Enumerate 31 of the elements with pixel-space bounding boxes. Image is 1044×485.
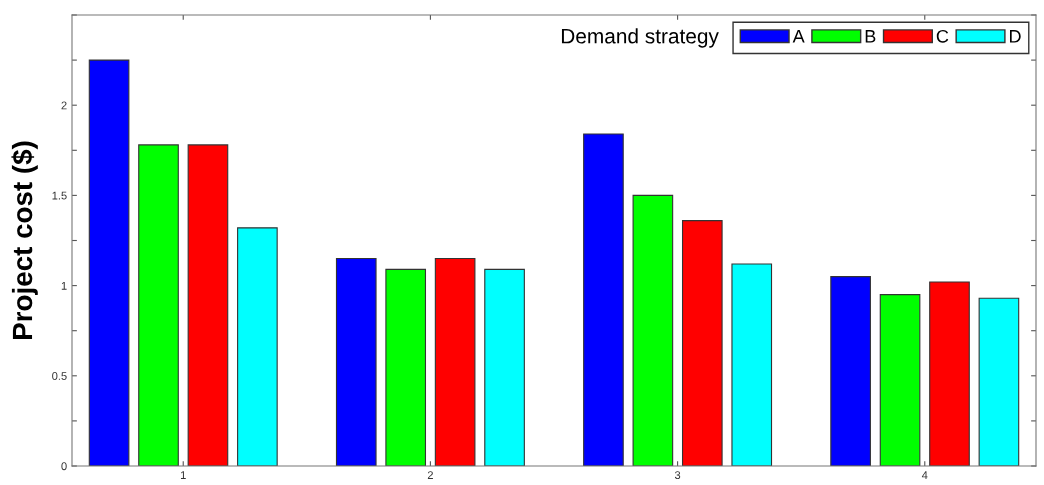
- y-axis-title: Project cost ($): [11, 141, 38, 339]
- bar: [978, 297, 1020, 466]
- bar: [681, 220, 723, 466]
- x-tick-label: 2: [427, 471, 433, 479]
- legend-label: D: [1010, 30, 1021, 43]
- bar: [88, 59, 130, 466]
- bar: [335, 257, 377, 466]
- bar: [237, 227, 278, 466]
- x-tick-label: 4: [921, 471, 928, 479]
- bar: [187, 144, 229, 466]
- legend-label: A: [792, 30, 805, 43]
- bar: [879, 294, 921, 466]
- x-tick-label: 3: [674, 471, 681, 480]
- bar: [385, 268, 427, 466]
- x-tick-label: 1: [180, 471, 186, 479]
- bar: [632, 194, 674, 466]
- legend-label: B: [865, 30, 876, 43]
- y-tick-label: 0.5: [52, 372, 67, 380]
- bar: [830, 276, 871, 466]
- y-tick-label: 1.5: [52, 191, 67, 200]
- bar: [929, 281, 970, 466]
- legend-label: C: [936, 29, 949, 43]
- y-tick-label: 1: [61, 281, 67, 290]
- legend-title: Demand strategy: [561, 28, 719, 48]
- bar: [138, 144, 179, 466]
- y-tick-label: 2: [61, 101, 67, 110]
- bar: [484, 268, 525, 466]
- bar: [434, 257, 476, 466]
- bar: [583, 133, 624, 466]
- bar: [731, 263, 773, 466]
- y-tick-label: 0: [61, 462, 67, 471]
